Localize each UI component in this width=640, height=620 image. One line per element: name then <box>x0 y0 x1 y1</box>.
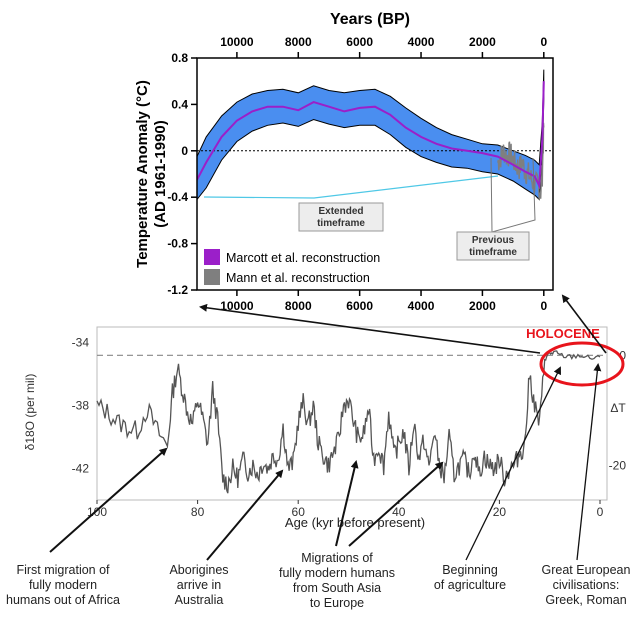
event-australia-line: Aborigines <box>169 563 229 577</box>
extended-timeframe-box <box>298 202 384 232</box>
holocene-label: HOLOCENE <box>526 326 600 341</box>
arrow-event-australia <box>206 469 284 561</box>
y-tick-label: -1.2 <box>167 283 188 297</box>
x-tick-label-top: 2000 <box>469 35 496 49</box>
arrow-event-agriculture <box>465 366 561 561</box>
x-tick-label-bottom: 2000 <box>469 299 496 313</box>
arrow-event-civilisations <box>576 363 602 561</box>
x-tick-label-bottom: 10000 <box>220 299 254 313</box>
ice-core-chart: -34-38-42 0-20 100 80 60 40 20 0 Age (kyr bef… <box>23 326 626 530</box>
previous-timeframe-connector <box>490 157 536 233</box>
ice-core-series-line <box>96 350 601 494</box>
x-tick-label-bottom: 8000 <box>285 299 312 313</box>
event-australia: Aborigines arrive in Australia <box>151 563 247 608</box>
temperature-anomaly-chart: Years (BP) 10000 8000 6000 4000 2000 0 0.8 0.4… <box>134 11 554 313</box>
y-axis-left: 0.8 0.4 0 -0.4 -0.8 -1.2 <box>167 51 197 297</box>
event-europe-line: to Europe <box>309 596 365 610</box>
bottom-x-axis: 100 80 60 40 20 0 <box>87 500 604 519</box>
event-europe-line: from South Asia <box>292 581 382 595</box>
y-tick-label: 0.8 <box>171 51 188 65</box>
y-axis-sublabel: (AD 1961-1990) <box>152 120 169 228</box>
event-agriculture-line: of agriculture <box>433 578 507 592</box>
event-europe-line: Migrations of <box>301 551 373 565</box>
y-tick-label: 0 <box>181 144 188 158</box>
arrow-to-top-right <box>561 294 607 354</box>
x-tick-label-bottom: 6000 <box>346 299 373 313</box>
arrow-event-africa <box>49 447 168 553</box>
marcott-series-line <box>197 81 545 190</box>
plot-frame <box>196 57 554 291</box>
bottom-y-axis-right: 0 -20 <box>609 348 627 472</box>
bottom-y-tick-label-right: -20 <box>609 458 627 472</box>
event-australia-line: Australia <box>174 593 224 607</box>
event-civilisations: Great European civilisations: Greek, Rom… <box>534 563 638 608</box>
bottom-y-tick-label: -42 <box>72 462 90 476</box>
event-europe-line: fully modern humans <box>278 566 396 580</box>
bottom-y-tick-label: -38 <box>72 399 90 413</box>
x-tick-label-bottom: 4000 <box>408 299 435 313</box>
bottom-y-axis-right-label: ΔT <box>610 401 626 415</box>
arrow-to-top-left <box>199 303 541 354</box>
holocene-highlight <box>539 341 625 387</box>
x-tick-label-top: 10000 <box>220 35 254 49</box>
event-civilisations-line: Greek, Roman <box>545 593 627 607</box>
y-tick-label: -0.4 <box>167 190 188 204</box>
bottom-x-tick-label: 80 <box>191 505 205 519</box>
event-europe: Migrations of fully modern humans from S… <box>273 551 401 611</box>
event-civilisations-line: Great European <box>541 563 631 577</box>
chart-title: Years (BP) <box>330 11 410 28</box>
bottom-x-tick-label: 60 <box>292 505 306 519</box>
y-axis-label-group: Temperature Anomaly (°C) (AD 1961-1990) <box>134 80 169 268</box>
bottom-y-axis-label: δ18O (per mil) <box>23 374 37 451</box>
event-civilisations-line: civilisations: <box>552 578 620 592</box>
x-tick-label-top: 6000 <box>346 35 373 49</box>
legend-label-marcott: Marcott et al. reconstruction <box>226 251 380 265</box>
bottom-x-tick-label: 0 <box>597 505 604 519</box>
y-tick-label: -0.8 <box>167 237 188 251</box>
previous-timeframe-box <box>456 231 530 261</box>
bottom-y-tick-label: -34 <box>72 336 90 350</box>
event-africa: First migration of fully modern humans o… <box>0 563 126 608</box>
extended-timeframe-connector <box>203 175 499 199</box>
event-agriculture: Beginning of agriculture <box>418 563 522 593</box>
x-tick-label-top: 4000 <box>408 35 435 49</box>
event-australia-line: arrive in <box>176 578 222 592</box>
event-africa-line: First migration of <box>16 563 110 577</box>
event-africa-line: fully modern <box>28 578 98 592</box>
event-africa-line: humans out of Africa <box>6 593 120 607</box>
x-axis-bottom: 10000 8000 6000 4000 2000 0 <box>220 290 547 313</box>
y-axis-label: Temperature Anomaly (°C) <box>134 80 151 268</box>
event-agriculture-line: Beginning <box>442 563 498 577</box>
arrow-event-europe-1 <box>335 460 359 547</box>
previous-timeframe-label: Previous timeframe <box>469 235 517 258</box>
bottom-x-tick-label: 40 <box>392 505 406 519</box>
bottom-y-axis-left: -34 -38 -42 <box>72 336 90 476</box>
x-tick-label-top: 8000 <box>285 35 312 49</box>
connector-arrows <box>49 294 607 561</box>
bottom-x-tick-label: 20 <box>493 505 507 519</box>
extended-timeframe-label: Extended timeframe <box>317 206 365 229</box>
legend-label-mann: Mann et al. reconstruction <box>226 271 370 285</box>
x-tick-label-bottom: 0 <box>540 299 547 313</box>
legend: Marcott et al. reconstruction Mann et al… <box>204 249 380 285</box>
x-axis-top: 10000 8000 6000 4000 2000 0 <box>220 35 547 58</box>
bottom-x-axis-label: Age (kyr before present) <box>285 515 425 530</box>
arrow-event-europe-2 <box>348 461 444 547</box>
y-tick-label: 0.4 <box>171 97 188 111</box>
legend-swatch-mann <box>204 269 220 285</box>
x-tick-label-top: 0 <box>540 35 547 49</box>
bottom-y-tick-label-right: 0 <box>619 348 626 362</box>
legend-swatch-marcott <box>204 249 220 265</box>
